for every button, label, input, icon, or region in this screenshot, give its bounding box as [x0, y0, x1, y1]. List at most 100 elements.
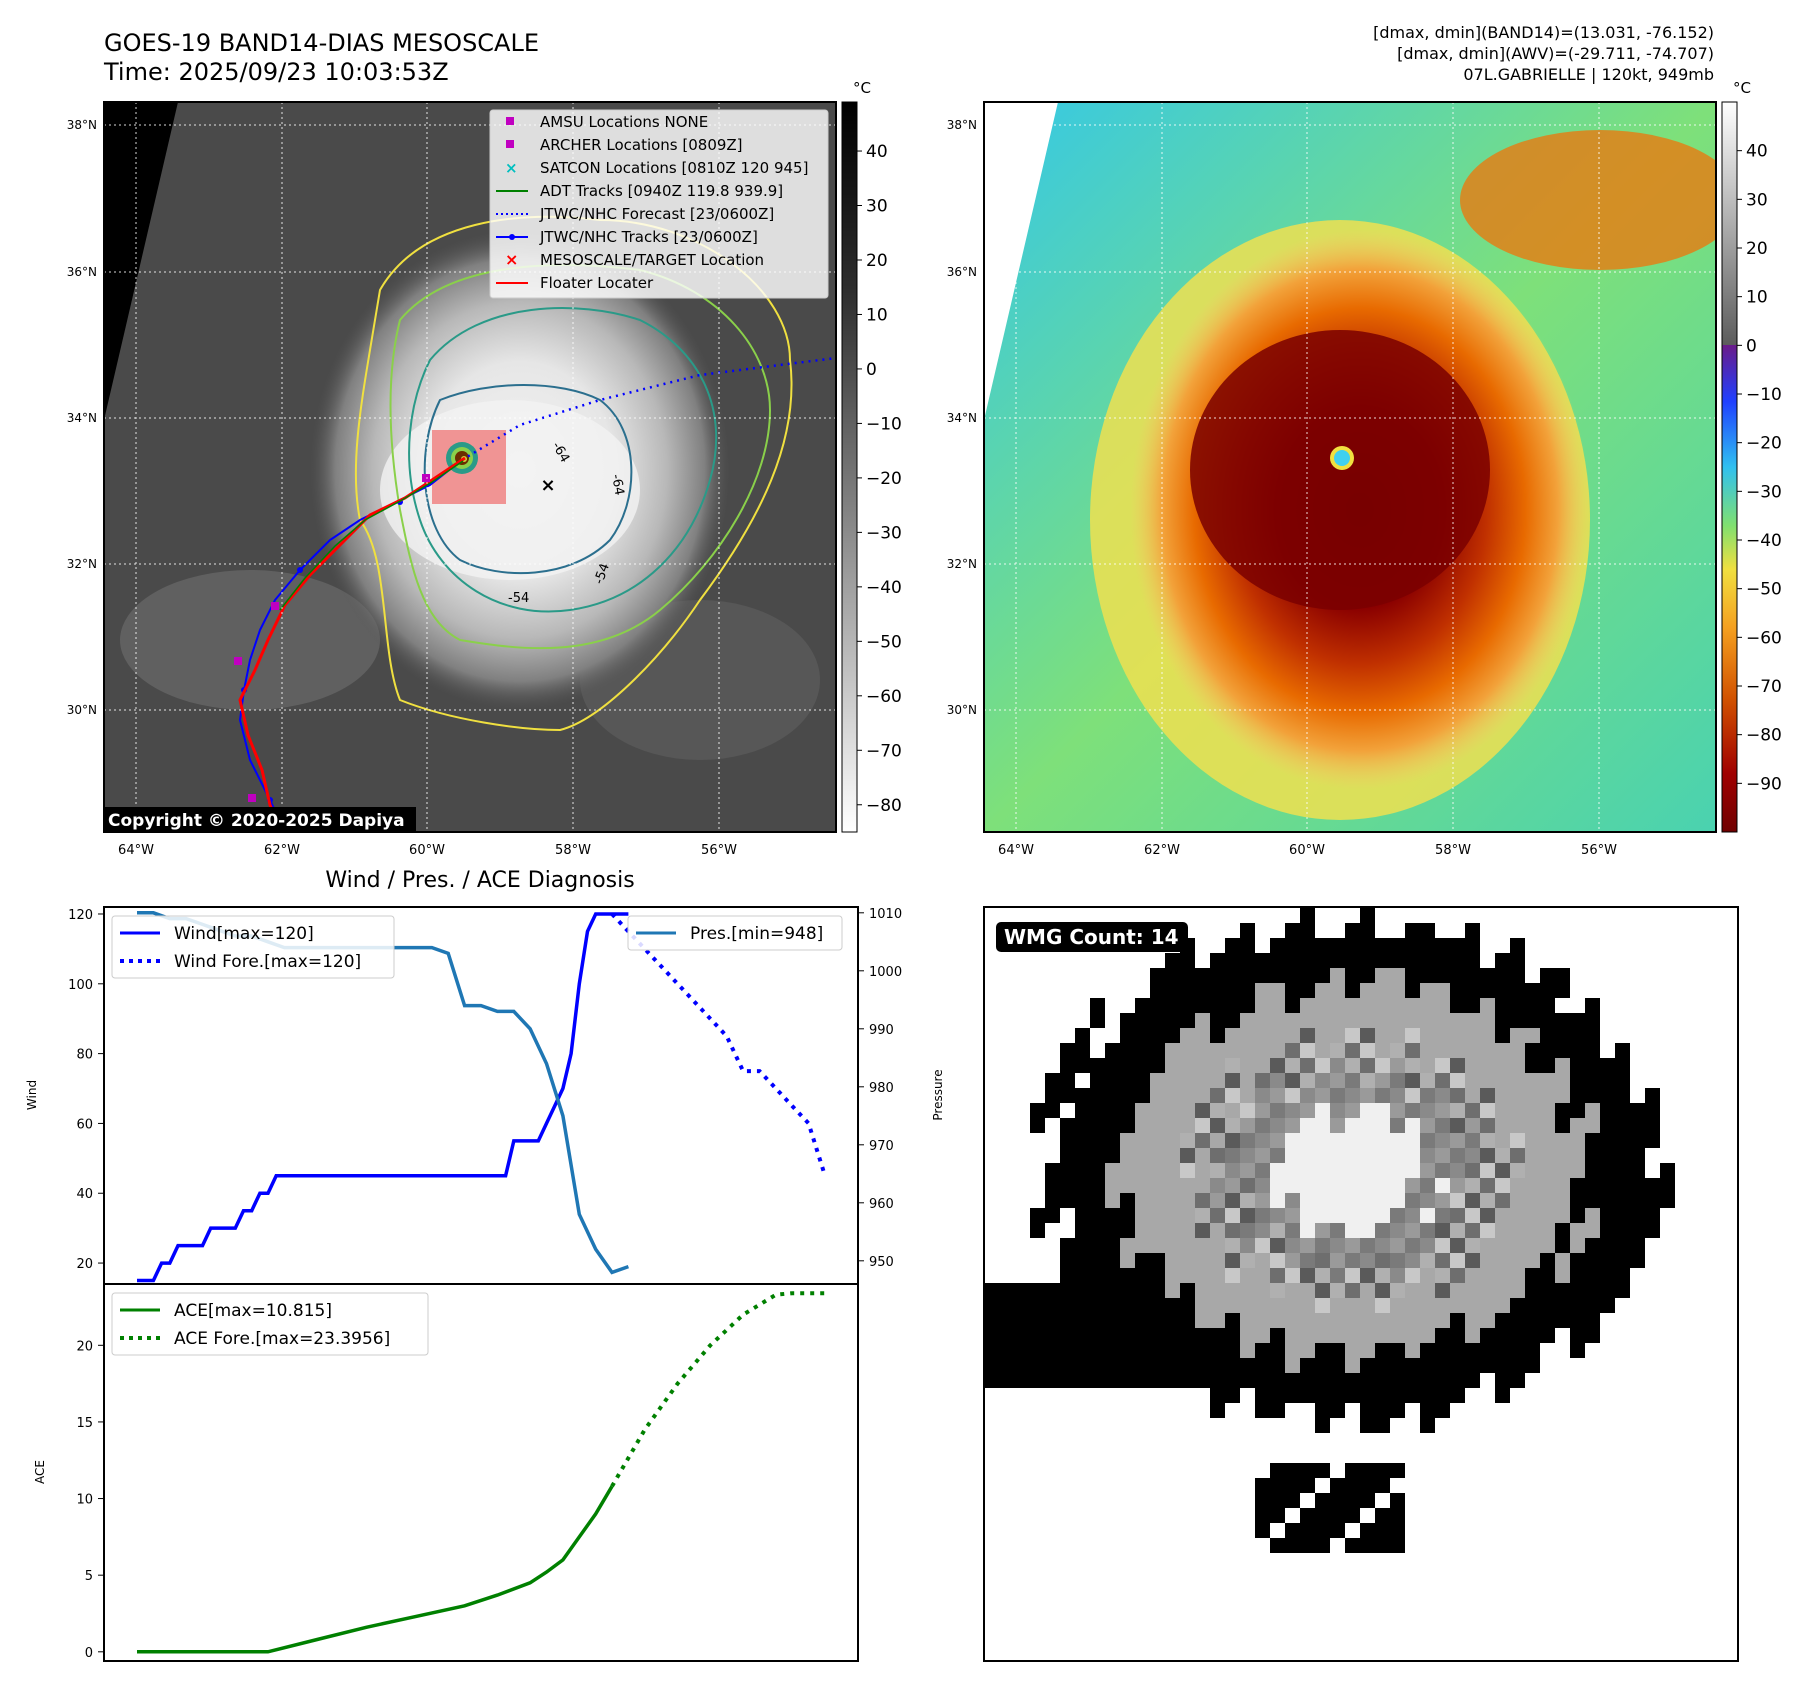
- wmg-cell: [1315, 1133, 1330, 1148]
- wmg-cell: [1255, 1163, 1270, 1178]
- wmg-cell: [1330, 1493, 1345, 1508]
- wmg-cell: [1225, 1178, 1240, 1193]
- wmg-cell: [1300, 1328, 1315, 1343]
- wmg-cell: [1150, 1043, 1165, 1058]
- wmg-cell: [1330, 1193, 1345, 1208]
- wmg-cell: [1195, 1013, 1210, 1028]
- wmg-cell: [1270, 1193, 1285, 1208]
- wmg-cell: [1300, 1013, 1315, 1028]
- wmg-cell: [1345, 968, 1360, 983]
- wmg-cell: [1495, 1373, 1510, 1388]
- wmg-cell: [1315, 1538, 1330, 1553]
- wmg-cell: [1345, 1478, 1360, 1493]
- wmg-cell: [1075, 1343, 1090, 1358]
- wmg-cell: [1495, 1148, 1510, 1163]
- wmg-cell: [1210, 953, 1225, 968]
- wmg-cell: [1090, 1193, 1105, 1208]
- wmg-cell: [1180, 1208, 1195, 1223]
- wmg-cell: [1255, 1178, 1270, 1193]
- wmg-cell: [1390, 1028, 1405, 1043]
- wmg-cell: [1030, 1118, 1045, 1133]
- wmg-cell: [1105, 1208, 1120, 1223]
- wmg-cell: [1360, 1148, 1375, 1163]
- lon-label-56-left: 56°W: [701, 843, 737, 858]
- wmg-cell: [1420, 983, 1435, 998]
- wmg-cell: [1165, 1298, 1180, 1313]
- wmg-cell: [1420, 1313, 1435, 1328]
- wmg-cell: [1495, 1058, 1510, 1073]
- wmg-cell: [1270, 1043, 1285, 1058]
- wmg-cell: [1540, 1028, 1555, 1043]
- wmg-cell: [1105, 1163, 1120, 1178]
- wmg-cell: [1390, 1523, 1405, 1538]
- wmg-cell: [1300, 1043, 1315, 1058]
- lat-label-30-left: 30°N: [67, 703, 97, 717]
- wmg-cell: [1405, 953, 1420, 968]
- wmg-cell: [1255, 1298, 1270, 1313]
- wmg-cell: [1210, 1358, 1225, 1373]
- wmg-cell: [1435, 1238, 1450, 1253]
- wmg-cell: [1210, 1043, 1225, 1058]
- series-windline: [137, 912, 629, 1283]
- wmg-cell: [1465, 1043, 1480, 1058]
- wmg-cell: [1360, 1163, 1375, 1178]
- wmg-cell: [1105, 1058, 1120, 1073]
- wmg-cell: [1345, 1328, 1360, 1343]
- wmg-cell: [1345, 1058, 1360, 1073]
- wmg-cell: [1345, 1118, 1360, 1133]
- wmg-cell: [1345, 1268, 1360, 1283]
- wmg-cell: [1240, 968, 1255, 983]
- wmg-cell: [1585, 1223, 1600, 1238]
- wmg-cell: [1240, 1103, 1255, 1118]
- wmg-cell: [1120, 1358, 1135, 1373]
- wmg-cell: [1015, 1358, 1030, 1373]
- wmg-cell: [1390, 1358, 1405, 1373]
- wmg-cell: [1270, 1493, 1285, 1508]
- wmg-cell: [1120, 1103, 1135, 1118]
- wmg-cell: [1315, 1493, 1330, 1508]
- lon-label-58-left: 58°W: [555, 843, 591, 858]
- contour-label-2: -64: [608, 473, 626, 497]
- wmg-cell: [1225, 1043, 1240, 1058]
- wmg-cell: [1480, 1298, 1495, 1313]
- wmg-cell: [1405, 1058, 1420, 1073]
- wmg-cell: [1345, 1073, 1360, 1088]
- wmg-cell: [1330, 1148, 1345, 1163]
- wmg-cell: [1165, 1238, 1180, 1253]
- wmg-cell: [1405, 1283, 1420, 1298]
- wmg-cell: [1270, 1253, 1285, 1268]
- wmg-cell: [1300, 1163, 1315, 1178]
- wmg-cell: [1375, 1223, 1390, 1238]
- wmg-cell: [1015, 1373, 1030, 1388]
- wmg-cell: [1615, 1193, 1630, 1208]
- wmg-cell: [1300, 1208, 1315, 1223]
- wmg-cell: [1450, 1148, 1465, 1163]
- wmg-cell: [1585, 1313, 1600, 1328]
- wmg-cell: [1300, 1358, 1315, 1373]
- wmg-cell: [1045, 1298, 1060, 1313]
- wmg-cell: [1555, 983, 1570, 998]
- wmg-cell: [1495, 968, 1510, 983]
- wmg-cell: [1120, 1343, 1135, 1358]
- wmg-cell: [1495, 953, 1510, 968]
- wmg-cell: [1630, 1103, 1645, 1118]
- wmg-cell: [1225, 1118, 1240, 1133]
- right-map-lat-labels: 38°N 36°N 34°N 32°N 30°N: [947, 118, 977, 717]
- wmg-cell: [1375, 1163, 1390, 1178]
- wmg-cell: [1300, 908, 1315, 923]
- wmg-cell: [1450, 1208, 1465, 1223]
- wmg-cell: [1285, 1178, 1300, 1193]
- wmg-cell: [1465, 1283, 1480, 1298]
- ace-tick-label: 20: [76, 1339, 93, 1354]
- wmg-cell: [1630, 1118, 1645, 1133]
- wmg-cell: [1540, 1043, 1555, 1058]
- wmg-cell: [1525, 1193, 1540, 1208]
- lon-label-62-left: 62°W: [264, 843, 300, 858]
- wind-legend: Wind[max=120] Wind Fore.[max=120]: [111, 915, 395, 979]
- copyright-text: Copyright © 2020-2025 Dapiya: [108, 811, 405, 831]
- wmg-cell: [1300, 1118, 1315, 1133]
- wmg-cell: [1480, 1358, 1495, 1373]
- wmg-cell: [1255, 1208, 1270, 1223]
- wmg-cell: [1255, 1373, 1270, 1388]
- wmg-cell: [1525, 1313, 1540, 1328]
